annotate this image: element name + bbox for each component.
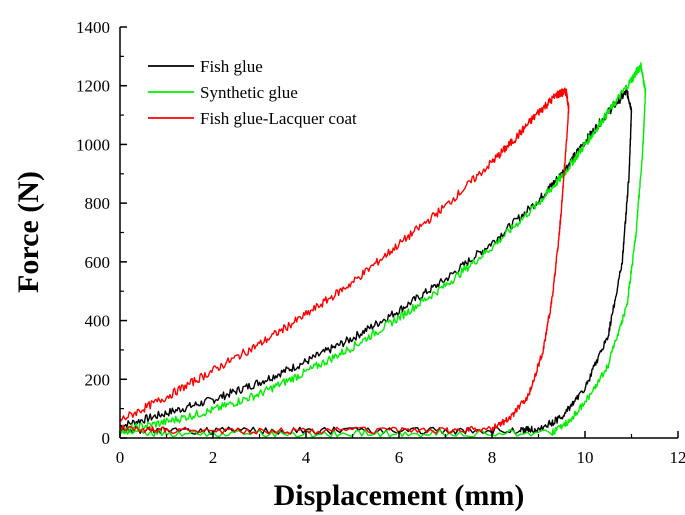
series-layer: [120, 62, 647, 438]
y-axis-title: Force (N): [12, 171, 45, 293]
y-tick-label: 800: [85, 194, 111, 213]
x-tick-label: 0: [116, 448, 125, 467]
series-line-2: [120, 62, 647, 438]
y-tick-label: 600: [85, 253, 111, 272]
x-tick-label: 8: [488, 448, 497, 467]
y-tick-label: 400: [85, 312, 111, 331]
legend-label-3: Fish glue-Lacquer coat: [200, 109, 357, 128]
x-tick-label: 4: [302, 448, 311, 467]
y-tick-label: 1400: [76, 18, 110, 37]
legend: Fish glue Synthetic glue Fish glue-Lacquer…: [148, 57, 357, 128]
series-line-3: [120, 87, 570, 435]
y-tick-label: 1000: [76, 135, 110, 154]
x-axis-title: Displacement (mm): [274, 479, 525, 512]
y-tick-label: 1200: [76, 77, 110, 96]
y-tick-label: 200: [85, 370, 111, 389]
y-tick-label: 0: [102, 429, 111, 448]
axes-layer: 0 2 4 6 8 10 12 0 200 400 600 800 1000 1200 1400: [76, 18, 685, 467]
legend-label-2: Synthetic glue: [200, 83, 298, 102]
x-tick-label: 2: [209, 448, 218, 467]
x-tick-label: 6: [395, 448, 404, 467]
legend-label-1: Fish glue: [200, 57, 263, 76]
x-tick-label: 12: [670, 448, 685, 467]
x-tick-label: 10: [577, 448, 594, 467]
